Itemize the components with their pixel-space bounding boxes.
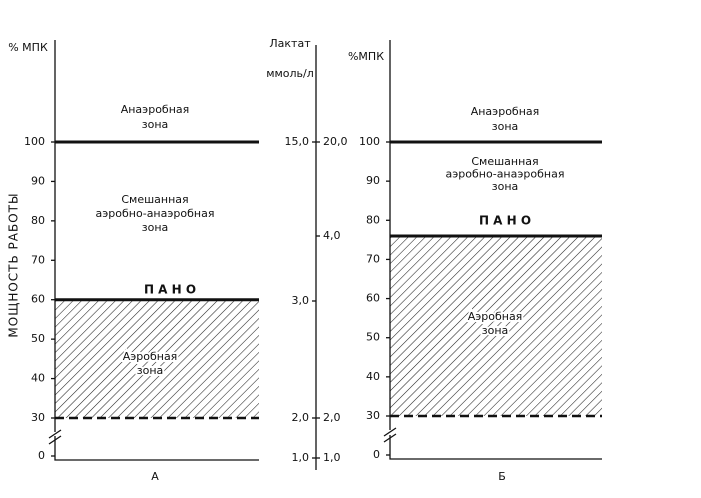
anaerobic-zone-label: зона xyxy=(492,120,519,133)
mixed-zone-label: аэробно-анаэробная xyxy=(96,207,215,220)
y-tick-label: 80 xyxy=(366,213,380,226)
mixed-zone-label: Смешанная xyxy=(121,193,188,206)
aerobic-zone xyxy=(55,299,259,418)
panel-caption: Б xyxy=(498,470,506,483)
y-tick-label: 70 xyxy=(31,253,45,266)
axis-break xyxy=(383,427,397,443)
lactate-left-label: 2,0 xyxy=(292,411,310,424)
lactate-right-label: 2,0 xyxy=(323,411,341,424)
lactate-right-label: 4,0 xyxy=(323,229,341,242)
y-axis xyxy=(54,40,259,461)
y-tick-label: 50 xyxy=(31,332,45,345)
y-tick-label: 100 xyxy=(24,135,45,148)
y-tick-label: 50 xyxy=(366,331,380,344)
lactate-right-label: 20,0 xyxy=(323,135,348,148)
mixed-zone-label: зона xyxy=(492,180,519,193)
lactate-title: Лактат xyxy=(269,37,311,50)
y-unit: %МПК xyxy=(348,50,384,63)
y-tick-label: 90 xyxy=(31,174,45,187)
lactate-left-label: 3,0 xyxy=(292,294,310,307)
aerobic-zone-label: зона xyxy=(482,324,509,337)
y-tick-label: 100 xyxy=(359,135,380,148)
lactate-right-label: 1,0 xyxy=(323,451,341,464)
y-tick-label: 30 xyxy=(366,409,380,422)
y-tick-label: 0 xyxy=(373,448,380,461)
mixed-zone-label: зона xyxy=(142,221,169,234)
y-tick-label: 30 xyxy=(31,411,45,424)
anaerobic-zone-label: Анаэробная xyxy=(121,103,190,116)
pano-label: П А Н О xyxy=(479,214,531,228)
y-tick-label: 80 xyxy=(31,214,45,227)
axis-break xyxy=(48,429,62,445)
y-tick-label: 70 xyxy=(366,252,380,265)
lactate-title: ммоль/л xyxy=(266,67,314,80)
aerobic-zone xyxy=(390,235,602,416)
panel-caption: А xyxy=(151,470,159,483)
y-tick-label: 40 xyxy=(366,370,380,383)
lactate-left-label: 15,0 xyxy=(285,135,310,148)
y-tick-label: 0 xyxy=(38,449,45,462)
anaerobic-zone-label: зона xyxy=(142,118,169,131)
lactate-left-label: 1,0 xyxy=(292,451,310,464)
y-tick-label: 40 xyxy=(31,372,45,385)
aerobic-zone-label: Аэробная xyxy=(468,310,523,323)
y-tick-label: 60 xyxy=(31,293,45,306)
aerobic-zone-label: зона xyxy=(137,364,164,377)
y-tick-label: 60 xyxy=(366,292,380,305)
anaerobic-zone-label: Анаэробная xyxy=(471,105,540,118)
y-tick-label: 90 xyxy=(366,174,380,187)
y-axis xyxy=(389,40,602,460)
pano-label: П А Н О xyxy=(144,283,196,297)
mixed-zone-label: Смешанная xyxy=(471,155,538,168)
y-axis-label: МОЩНОСТЬ РАБОТЫ xyxy=(7,192,21,337)
y-unit: % МПК xyxy=(8,41,48,54)
aerobic-zone-label: Аэробная xyxy=(123,350,178,363)
mixed-zone-label: аэробно-анаэробная xyxy=(446,168,565,181)
